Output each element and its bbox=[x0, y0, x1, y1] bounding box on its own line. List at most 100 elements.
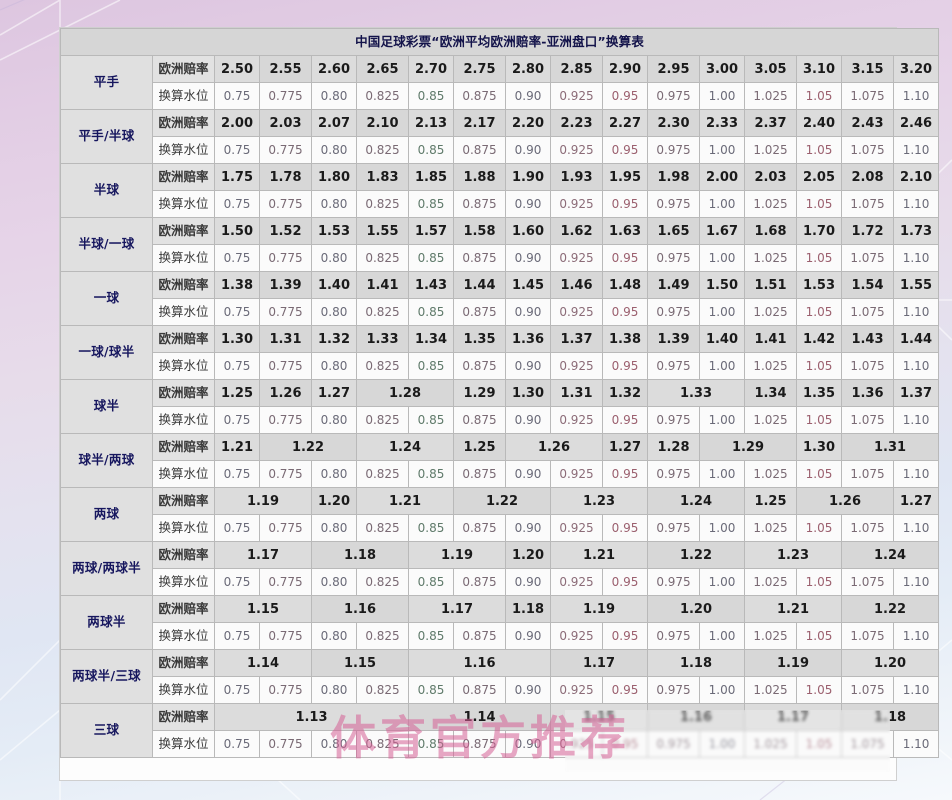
odds-cell: 1.70 bbox=[796, 217, 842, 245]
water-level-cell: 0.80 bbox=[311, 568, 357, 596]
water-level-cell: 0.85 bbox=[408, 730, 454, 758]
water-level-cell: 1.075 bbox=[841, 352, 894, 380]
odds-cell: 1.21 bbox=[744, 595, 842, 623]
odds-cell: 1.44 bbox=[892, 325, 940, 353]
water-level-cell: 0.95 bbox=[602, 730, 648, 758]
odds-cell: 2.05 bbox=[796, 163, 842, 191]
water-level-cell: 0.875 bbox=[453, 82, 506, 110]
water-level-cell: 0.80 bbox=[311, 730, 357, 758]
water-level-cell: 1.05 bbox=[796, 244, 842, 272]
water-level-cell: 0.825 bbox=[356, 460, 409, 488]
water-level-cell: 1.00 bbox=[699, 568, 745, 596]
water-level-cell: 0.80 bbox=[311, 244, 357, 272]
table-row: 换算水位 0.75 0.775 0.80 0.825 0.85 0.875 0.90 0.925… bbox=[61, 676, 940, 704]
odds-cell: 1.68 bbox=[744, 217, 797, 245]
odds-cell: 2.03 bbox=[744, 163, 797, 191]
odds-cell: 1.26 bbox=[259, 379, 312, 407]
water-level-cell: 0.775 bbox=[259, 514, 312, 542]
table-row: 换算水位 0.75 0.775 0.80 0.825 0.85 0.875 0.90 0.925… bbox=[61, 514, 940, 542]
water-level-cell: 0.95 bbox=[602, 298, 648, 326]
odds-cell: 1.20 bbox=[840, 649, 940, 677]
odds-cell: 1.19 bbox=[744, 649, 842, 677]
odds-cell: 1.16 bbox=[408, 649, 551, 677]
water-row-label: 换算水位 bbox=[152, 82, 215, 110]
odds-cell: 1.17 bbox=[744, 703, 842, 731]
water-level-cell: 0.975 bbox=[647, 244, 700, 272]
table-row: 三球 欧洲赔率 1.13 1.14 1.15 1.16 1.17 1.18 bbox=[60, 703, 940, 758]
odds-cell: 1.28 bbox=[647, 433, 700, 461]
water-level-cell: 0.75 bbox=[214, 352, 260, 380]
odds-cell: 1.17 bbox=[214, 541, 312, 569]
water-level-cell: 0.875 bbox=[453, 190, 506, 218]
water-level-cell: 0.875 bbox=[453, 298, 506, 326]
water-row-label: 换算水位 bbox=[152, 514, 215, 542]
water-row-label: 换算水位 bbox=[152, 622, 215, 650]
water-level-cell: 1.10 bbox=[892, 460, 940, 488]
water-level-cell: 0.85 bbox=[408, 676, 454, 704]
odds-cell: 3.10 bbox=[796, 55, 842, 83]
table-row: 换算水位 0.75 0.775 0.80 0.825 0.85 0.875 0.90 0.925… bbox=[61, 406, 940, 434]
water-row-label: 换算水位 bbox=[152, 568, 215, 596]
odds-cell: 1.22 bbox=[840, 595, 940, 623]
table-row: 换算水位 0.75 0.775 0.80 0.825 0.85 0.875 0.90 0.925… bbox=[61, 460, 940, 488]
table-row: 换算水位 0.75 0.775 0.80 0.825 0.85 0.875 0.90 0.925… bbox=[61, 730, 940, 758]
water-level-cell: 1.05 bbox=[796, 352, 842, 380]
odds-cell: 1.58 bbox=[453, 217, 506, 245]
odds-cell: 1.98 bbox=[647, 163, 700, 191]
odds-cell: 1.40 bbox=[699, 325, 745, 353]
odds-cell: 1.63 bbox=[602, 217, 648, 245]
water-level-cell: 1.10 bbox=[892, 514, 940, 542]
odds-cell: 1.34 bbox=[408, 325, 454, 353]
odds-cell: 1.93 bbox=[550, 163, 603, 191]
odds-cell: 1.39 bbox=[647, 325, 700, 353]
odds-cell: 1.15 bbox=[214, 595, 312, 623]
table-row: 两球半/三球 欧洲赔率 1.14 1.15 1.16 1.17 1.18 1.19 1.20 bbox=[60, 649, 940, 704]
odds-row-label: 欧洲赔率 bbox=[152, 55, 215, 83]
odds-cell: 1.30 bbox=[796, 433, 842, 461]
odds-cell: 1.43 bbox=[841, 325, 894, 353]
odds-cell: 2.90 bbox=[602, 55, 648, 83]
water-level-cell: 1.075 bbox=[841, 460, 894, 488]
odds-cell: 1.14 bbox=[408, 703, 551, 731]
water-level-cell: 0.85 bbox=[408, 406, 454, 434]
odds-cell: 1.72 bbox=[841, 217, 894, 245]
odds-row-label: 欧洲赔率 bbox=[152, 109, 215, 137]
odds-cell: 1.75 bbox=[214, 163, 260, 191]
handicap-label: 平手 bbox=[60, 55, 153, 110]
water-level-cell: 0.975 bbox=[647, 298, 700, 326]
odds-cell: 1.23 bbox=[550, 487, 648, 515]
water-level-cell: 1.025 bbox=[744, 82, 797, 110]
odds-cell: 1.16 bbox=[647, 703, 745, 731]
odds-cell: 1.83 bbox=[356, 163, 409, 191]
water-level-cell: 0.90 bbox=[505, 82, 551, 110]
odds-cell: 2.30 bbox=[647, 109, 700, 137]
water-level-cell: 0.975 bbox=[647, 514, 700, 542]
odds-cell: 1.50 bbox=[214, 217, 260, 245]
water-level-cell: 0.925 bbox=[550, 82, 603, 110]
water-level-cell: 0.75 bbox=[214, 190, 260, 218]
odds-cell: 1.51 bbox=[744, 271, 797, 299]
odds-cell: 1.17 bbox=[408, 595, 506, 623]
water-level-cell: 1.05 bbox=[796, 514, 842, 542]
table-row: 换算水位 0.75 0.775 0.80 0.825 0.85 0.875 0.90 0.925… bbox=[61, 82, 940, 110]
table-row: 平手 欧洲赔率 2.50 2.55 2.60 2.65 2.70 2.75 2.80 2.85 2.… bbox=[60, 55, 940, 110]
odds-cell: 2.00 bbox=[214, 109, 260, 137]
water-level-cell: 0.95 bbox=[602, 514, 648, 542]
water-level-cell: 0.825 bbox=[356, 82, 409, 110]
water-level-cell: 0.85 bbox=[408, 82, 454, 110]
odds-cell: 1.55 bbox=[356, 217, 409, 245]
water-level-cell: 0.85 bbox=[408, 514, 454, 542]
odds-cell: 1.18 bbox=[311, 541, 409, 569]
water-level-cell: 1.10 bbox=[892, 298, 940, 326]
water-level-cell: 0.825 bbox=[356, 244, 409, 272]
odds-cell: 3.05 bbox=[744, 55, 797, 83]
water-level-cell: 0.775 bbox=[259, 406, 312, 434]
water-level-cell: 0.975 bbox=[647, 676, 700, 704]
odds-cell: 1.22 bbox=[259, 433, 357, 461]
table-row: 两球半 欧洲赔率 1.15 1.16 1.17 1.18 1.19 1.20 1.21 1.22 bbox=[60, 595, 940, 650]
water-level-cell: 0.75 bbox=[214, 298, 260, 326]
water-level-cell: 0.90 bbox=[505, 352, 551, 380]
odds-row-label: 欧洲赔率 bbox=[152, 433, 215, 461]
water-level-cell: 1.025 bbox=[744, 514, 797, 542]
table-row: 半球 欧洲赔率 1.75 1.78 1.80 1.83 1.85 1.88 1.90 1.93 1.… bbox=[60, 163, 940, 218]
